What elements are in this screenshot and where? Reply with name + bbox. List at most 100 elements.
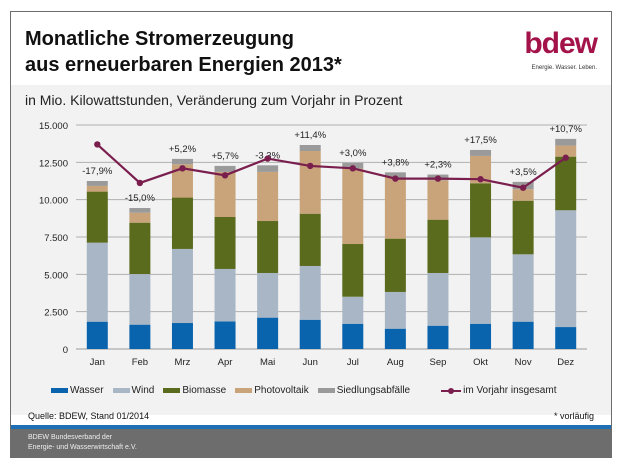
bar-siedlungsabfälle (86, 181, 108, 186)
bar-wasser (214, 321, 236, 349)
x-tick-label: Jan (90, 357, 105, 368)
bar-biomasse (555, 156, 577, 211)
legend-swatch (163, 388, 181, 393)
bar-wind (129, 274, 151, 325)
y-tick-label: 5.000 (44, 270, 68, 281)
bar-biomasse (512, 200, 534, 255)
legend-line-icon (441, 387, 462, 394)
legend-item: Photovoltaik (235, 384, 309, 397)
legend-label: Wind (131, 385, 155, 396)
bar-wind (512, 254, 534, 322)
bar-photovoltaik (470, 155, 492, 184)
x-tick-label: Aug (387, 357, 404, 368)
legend-swatch (51, 388, 68, 393)
bar-biomasse (129, 222, 151, 275)
bar-biomasse (384, 238, 406, 292)
bar-wasser (129, 324, 151, 349)
x-tick-label: Sep (430, 357, 447, 368)
x-tick-label: Nov (515, 357, 532, 368)
line-point (349, 165, 356, 172)
x-tick-label: Apr (218, 357, 233, 368)
y-tick-label: 12.500 (39, 158, 68, 169)
bar-wasser (86, 321, 108, 349)
bar-wasser (512, 321, 534, 349)
bar-wasser (470, 323, 492, 349)
bar-siedlungsabfälle (214, 165, 236, 172)
y-tick-label: 10.000 (39, 196, 68, 207)
chart: 0 2.500 5.000 7.500 10.000 12.500 15.000 -17,9%… (39, 121, 587, 368)
bar-wasser (342, 323, 364, 349)
slide-title: Monatliche Stromerzeugung aus erneuerbar… (25, 26, 342, 78)
legend-label: Photovoltaik (254, 385, 309, 396)
data-label: +3,5% (510, 167, 538, 178)
bar-biomasse (214, 216, 236, 269)
legend-swatch (112, 388, 130, 393)
bar-wasser (555, 327, 577, 349)
bar-wind (342, 296, 364, 324)
slide-frame: Monatliche Stromerzeugung aus erneuerbar… (10, 11, 612, 458)
line-point (307, 162, 314, 170)
bar-photovoltaik (342, 168, 364, 245)
x-tick-label: Okt (473, 357, 488, 368)
bar-photovoltaik (257, 171, 279, 222)
data-label: +11,4% (294, 130, 326, 141)
title-line-2: aus erneuerbaren Energien 2013* (25, 54, 342, 76)
legend-item: Wasser (51, 384, 104, 397)
x-tick-label: Feb (132, 357, 148, 368)
legend-label: Wasser (70, 385, 104, 396)
y-tick-label: 0 (63, 345, 68, 356)
bar-biomasse (86, 191, 108, 243)
data-label: +5,2% (169, 144, 197, 155)
data-label: -17,9% (82, 166, 113, 177)
legend-swatch (317, 388, 335, 393)
preliminary-note: * vorläufig (553, 411, 594, 421)
line-point (434, 175, 442, 182)
x-tick-label: Jun (303, 357, 318, 368)
bar-wind (171, 248, 193, 324)
line-point (136, 179, 144, 187)
bar-wind (86, 242, 108, 322)
bar-wind (257, 272, 279, 318)
legend-item: Wind (112, 384, 155, 397)
bar-biomasse (342, 244, 364, 297)
blue-divider (11, 425, 611, 429)
bar-photovoltaik (555, 145, 577, 157)
logo-word: bdew (524, 27, 598, 60)
legend: Wasser Wind Biomasse Photovoltaik Siedlungsa… (51, 384, 556, 397)
bar-siedlungsabfälle (299, 145, 321, 151)
x-tick-label: Mrz (175, 357, 191, 368)
legend-item: Biomasse (163, 384, 226, 397)
bar-wasser (171, 323, 193, 349)
legend-label: Biomasse (182, 385, 227, 396)
legend-label: Siedlungsabfälle (336, 385, 411, 396)
line-point (562, 154, 569, 161)
bar-siedlungsabfälle (470, 149, 492, 156)
line-point (519, 184, 527, 191)
data-label: +17,5% (464, 135, 497, 146)
bar-biomasse (427, 219, 449, 273)
bar-siedlungsabfälle (129, 208, 151, 213)
line-point (221, 172, 229, 179)
bar-photovoltaik (86, 185, 108, 192)
source-note: Quelle: BDEW, Stand 01/2014 (28, 411, 150, 421)
legend-swatch (235, 388, 253, 393)
bar-wind (427, 272, 449, 326)
bar-photovoltaik (214, 171, 236, 217)
bar-siedlungsabfälle (171, 158, 193, 165)
bar-wind (470, 237, 492, 324)
data-label: +5,7% (211, 151, 239, 162)
logo-tagline: Energie. Wasser. Leben. (531, 65, 597, 71)
data-label: -15,0% (125, 193, 156, 204)
org-line-1: BDEW Bundesverband der (28, 434, 113, 441)
bar-biomasse (257, 221, 279, 273)
x-tick-label: Jul (347, 357, 359, 368)
bar-photovoltaik (512, 189, 534, 201)
bar-photovoltaik (384, 177, 406, 239)
bar-biomasse (470, 183, 492, 238)
bar-wasser (257, 317, 279, 349)
data-label: +3,0% (339, 148, 367, 159)
legend-item: Siedlungsabfälle (317, 384, 411, 397)
bar-photovoltaik (427, 180, 449, 220)
org-line-2: Energie- und Wasserwirtschaft e.V. (28, 444, 137, 451)
line-previous-year (96, 143, 567, 189)
